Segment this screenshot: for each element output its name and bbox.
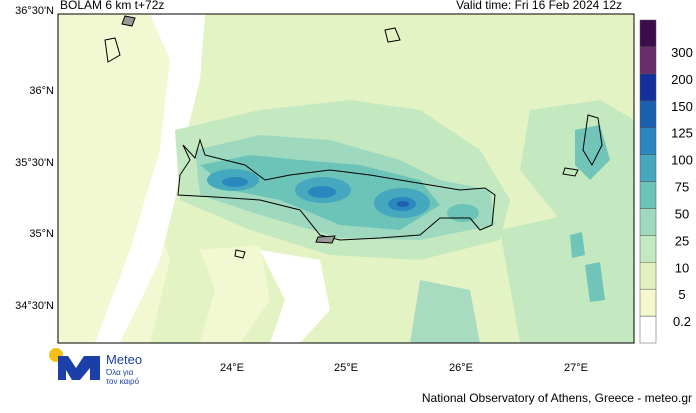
colorbar-swatch — [639, 127, 657, 155]
lat-label: 35°30'N — [15, 157, 54, 169]
colorbar-swatch — [639, 235, 657, 263]
lat-labels: 36°30'N 36°N 35°30'N 35°N 34°30'N — [15, 5, 54, 312]
colorbar-label: 0.2 — [673, 314, 691, 329]
lon-label: 27°E — [564, 362, 588, 374]
colorbar-swatch — [639, 181, 657, 209]
colorbar-swatch — [639, 19, 657, 48]
lon-label: 25°E — [334, 362, 358, 374]
colorbar-label: 50 — [675, 206, 689, 221]
colorbar-label: 5 — [678, 287, 685, 302]
colorbar-swatch — [639, 100, 657, 128]
colorbar-label: 200 — [671, 72, 693, 87]
valid-time: Valid time: Fri 16 Feb 2024 12z — [456, 0, 622, 12]
lon-labels: 24°E 25°E 26°E 27°E — [220, 362, 588, 374]
colorbar-label: 25 — [675, 233, 689, 248]
colorbar-label: 100 — [671, 153, 693, 168]
colorbar: 0.2 5 10 25 50 75 100 125 150 200 300 — [639, 19, 693, 344]
footer: National Observatory of Athens, Greece -… — [422, 391, 692, 405]
logo-tagline: Όλα για — [105, 368, 134, 377]
colorbar-swatch — [639, 73, 657, 102]
colorbar-swatch — [639, 154, 657, 182]
lat-label: 36°30'N — [15, 5, 54, 17]
colorbar-swatch — [639, 315, 657, 344]
logo: Meteo Όλα για τον καιρό — [49, 348, 142, 386]
logo-name: Meteo — [106, 352, 142, 367]
colorbar-label: 10 — [675, 260, 689, 275]
lon-label: 26°E — [449, 362, 473, 374]
colorbar-label: 75 — [675, 180, 689, 195]
colorbar-swatch — [639, 208, 657, 236]
precip-field — [58, 14, 634, 343]
lat-label: 34°30'N — [15, 300, 54, 312]
model-title: BOLAM 6 km t+72z — [60, 0, 164, 12]
colorbar-swatch — [639, 262, 657, 290]
lon-label: 24°E — [220, 362, 244, 374]
logo-tagline: τον καιρό — [106, 377, 140, 386]
colorbar-label: 125 — [671, 126, 693, 141]
lat-label: 35°N — [29, 228, 54, 240]
colorbar-swatch — [639, 46, 657, 75]
colorbar-label: 300 — [671, 45, 693, 60]
colorbar-label: 150 — [671, 99, 693, 114]
map-frame — [57, 13, 635, 344]
colorbar-swatch — [639, 288, 657, 317]
lat-label: 36°N — [29, 85, 54, 97]
